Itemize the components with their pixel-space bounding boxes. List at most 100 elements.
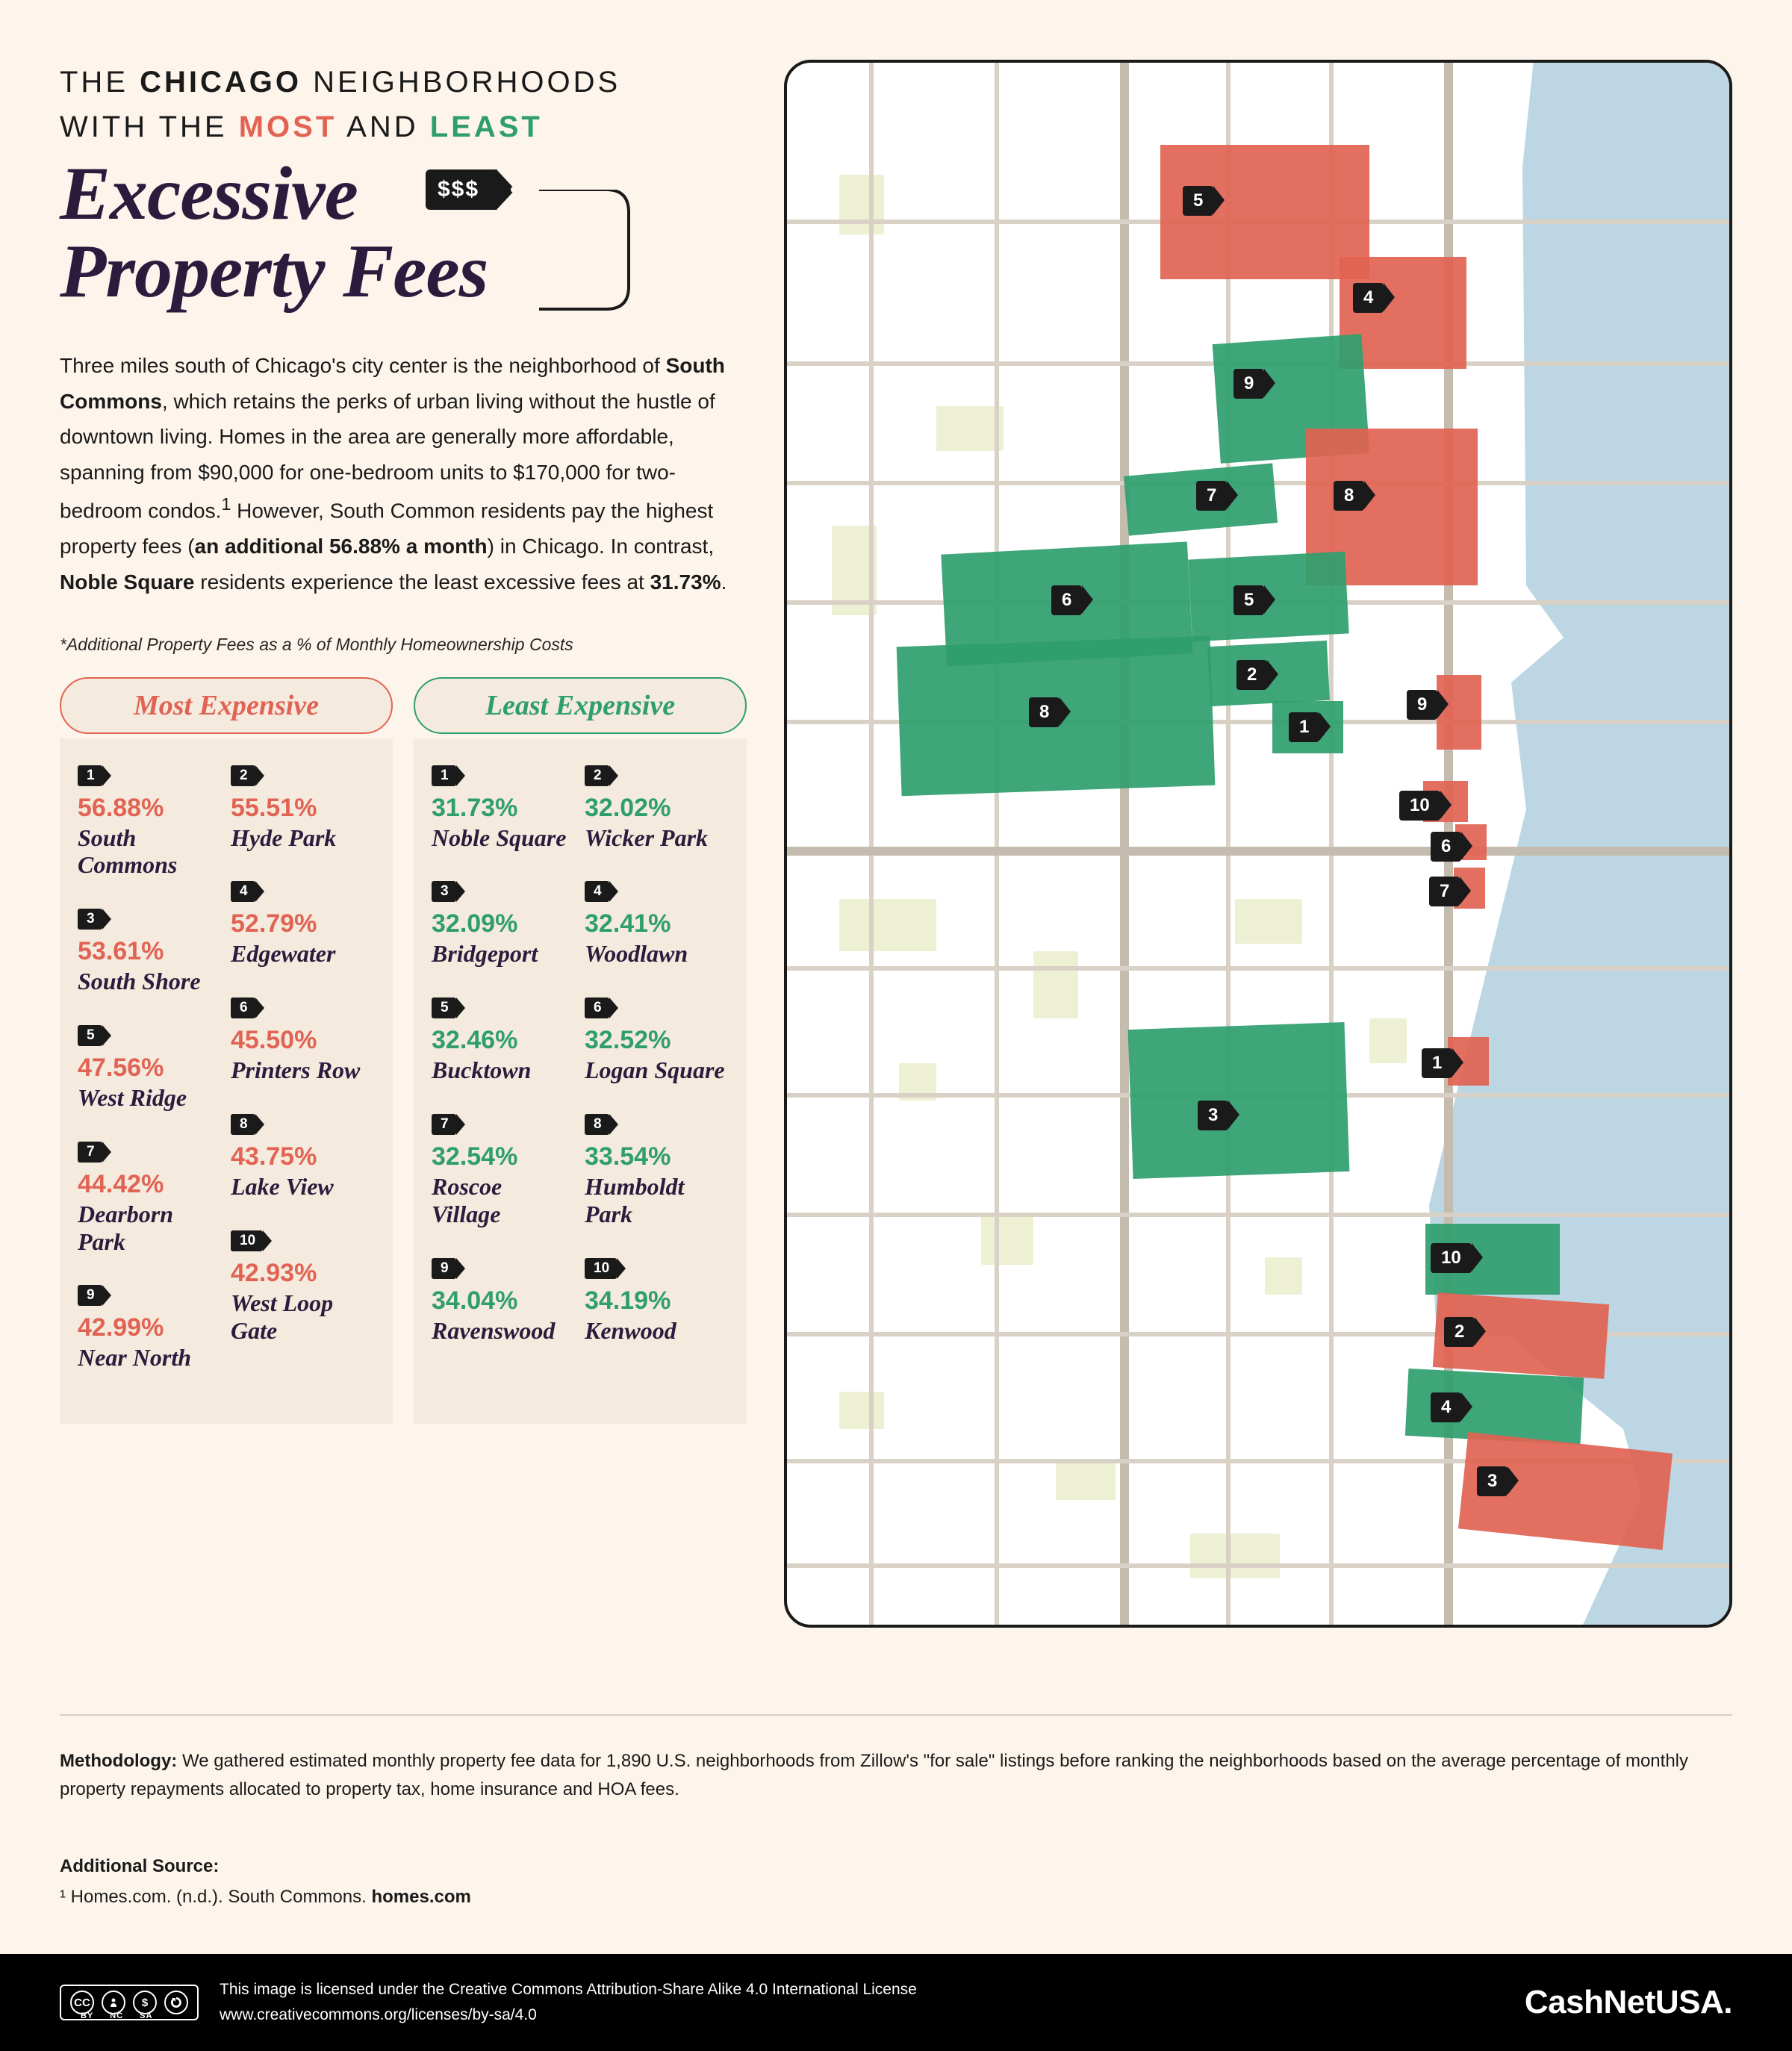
rank-item: 9 34.04%Ravenswood	[432, 1258, 576, 1345]
rank-name: Kenwood	[585, 1317, 729, 1345]
rank-percent: 43.75%	[231, 1142, 375, 1171]
cc-sa: SA	[140, 2011, 152, 2020]
rank-number: 3	[78, 909, 102, 930]
rank-percent: 44.42%	[78, 1170, 222, 1199]
rank-name: Noble Square	[432, 824, 576, 852]
rank-name: Edgewater	[231, 940, 375, 968]
rank-item: 10 34.19%Kenwood	[585, 1258, 729, 1345]
rank-percent: 32.54%	[432, 1142, 576, 1171]
road-line	[787, 847, 1729, 856]
rank-name: Wicker Park	[585, 824, 729, 852]
park-shape	[1235, 899, 1302, 944]
most-expensive-panel: 156.88%South Commons353.61%South Shore54…	[60, 738, 393, 1425]
t: CHICAGO	[140, 66, 302, 99]
road-line	[787, 966, 1729, 971]
map-marker: 3	[1198, 1101, 1228, 1130]
map-marker: 4	[1431, 1392, 1461, 1422]
rank-number: 5	[78, 1025, 102, 1046]
map-marker: 6	[1431, 832, 1461, 862]
rank-name: South Shore	[78, 968, 222, 995]
connector-line	[539, 190, 688, 324]
license-text: This image is licensed under the Creativ…	[220, 1977, 917, 2027]
road-line	[787, 1213, 1729, 1217]
rank-number: 6	[231, 998, 255, 1018]
rank-number: 6	[585, 998, 609, 1018]
rank-percent: 31.73%	[432, 794, 576, 823]
road-line	[1120, 63, 1129, 1625]
map-marker: 9	[1233, 369, 1264, 399]
rank-name: Dearborn Park	[78, 1201, 222, 1256]
excessive-title-1: Excessive	[60, 155, 488, 233]
rank-percent: 32.46%	[432, 1026, 576, 1055]
excessive-title-2: Property Fees	[60, 233, 488, 311]
rank-name: Ravenswood	[432, 1317, 576, 1345]
least-expensive-header: Least Expensive	[414, 677, 747, 734]
note-text: *Additional Property Fees as a % of Mont…	[60, 635, 747, 655]
rank-name: West Loop Gate	[231, 1289, 375, 1345]
title-line2: WITH THE MOST AND LEAST	[60, 105, 747, 149]
park-shape	[1033, 951, 1078, 1018]
rank-number: 8	[231, 1114, 255, 1135]
rank-item: 255.51%Hyde Park	[231, 765, 375, 852]
map-marker: 7	[1196, 481, 1227, 511]
rank-percent: 52.79%	[231, 909, 375, 939]
least-expensive-panel: 1 31.73%Noble Square 3 32.09%Bridgeport 5 32.…	[414, 738, 747, 1425]
rank-number: 2	[585, 765, 609, 786]
rank-item: 232.02%Wicker Park	[585, 765, 729, 852]
t: AND	[337, 111, 429, 143]
chicago-map: 5497865821910671310243	[784, 60, 1732, 1628]
footer-bar: CC $ BY NC SA This image is licensed und…	[0, 1954, 1792, 2051]
map-marker: 2	[1236, 660, 1267, 690]
rank-number: 4	[231, 881, 255, 902]
t: THE	[60, 66, 140, 99]
rank-number: 7	[432, 1114, 456, 1135]
park-shape	[981, 1213, 1033, 1265]
rank-number: 10	[231, 1230, 263, 1251]
park-shape	[1265, 1257, 1302, 1295]
rank-item: 1042.93%West Loop Gate	[231, 1230, 375, 1345]
most-label: MOST	[239, 111, 337, 143]
rank-name: Humboldt Park	[585, 1173, 729, 1228]
park-shape	[839, 175, 884, 234]
map-marker: 6	[1051, 585, 1082, 615]
least-label: LEAST	[430, 111, 543, 143]
rank-percent: 32.41%	[585, 909, 729, 939]
rank-number: 9	[78, 1285, 102, 1306]
rank-item: 645.50%Printers Row	[231, 998, 375, 1084]
road-line	[787, 1563, 1729, 1568]
rank-percent: 32.52%	[585, 1026, 729, 1055]
brand-logo: CashNetUSA.	[1525, 1984, 1732, 2021]
map-marker: 8	[1334, 481, 1364, 511]
rank-item: 4 52.79%Edgewater	[231, 881, 375, 968]
map-marker: 8	[1029, 697, 1060, 727]
rank-number: 4	[585, 881, 609, 902]
rank-number: 10	[585, 1258, 617, 1279]
road-line	[1226, 63, 1231, 1625]
rank-percent: 34.19%	[585, 1286, 729, 1316]
price-tag-text: $$$	[426, 169, 496, 210]
rank-number: 1	[432, 765, 456, 786]
map-marker: 1	[1422, 1048, 1452, 1078]
rank-item: 744.42%Dearborn Park	[78, 1142, 222, 1256]
rank-item: 432.41%Woodlawn	[585, 881, 729, 968]
rank-name: Bridgeport	[432, 940, 576, 968]
rank-number: 5	[432, 998, 456, 1018]
t: WITH THE	[60, 111, 239, 143]
rank-item: 843.75%Lake View	[231, 1114, 375, 1201]
intro-paragraph: Three miles south of Chicago's city cent…	[60, 348, 747, 600]
map-marker: 9	[1407, 690, 1437, 720]
rank-number: 3	[432, 881, 456, 902]
rank-name: Logan Square	[585, 1056, 729, 1084]
rank-name: Near North	[78, 1344, 222, 1372]
rank-number: 1	[78, 765, 102, 786]
map-marker: 3	[1477, 1466, 1508, 1496]
rank-percent: 32.09%	[432, 909, 576, 939]
rank-item: 6 32.52%Logan Square	[585, 998, 729, 1084]
map-marker: 2	[1444, 1317, 1475, 1347]
park-shape	[936, 406, 1004, 451]
rank-number: 9	[432, 1258, 456, 1279]
rank-percent: 33.54%	[585, 1142, 729, 1171]
map-marker: 4	[1353, 283, 1384, 313]
rank-number: 8	[585, 1114, 609, 1135]
rank-percent: 34.04%	[432, 1286, 576, 1316]
